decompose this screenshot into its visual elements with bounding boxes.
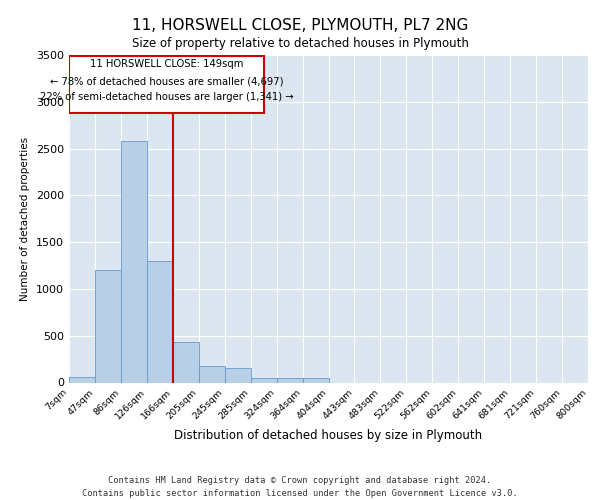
FancyBboxPatch shape (69, 56, 263, 113)
Y-axis label: Number of detached properties: Number of detached properties (20, 136, 31, 301)
Bar (277, 378, 302, 382)
Bar (95, 270, 121, 382)
Bar (173, 342, 199, 382)
Text: 22% of semi-detached houses are larger (1,341) →: 22% of semi-detached houses are larger (… (40, 92, 293, 102)
Bar (69, 378, 95, 382)
Bar (147, 261, 173, 382)
Text: 11, HORSWELL CLOSE, PLYMOUTH, PL7 2NG: 11, HORSWELL CLOSE, PLYMOUTH, PL7 2NG (132, 18, 468, 32)
Bar (121, 141, 147, 382)
Bar (224, 368, 251, 382)
Text: ← 78% of detached houses are smaller (4,697): ← 78% of detached houses are smaller (4,… (50, 76, 283, 86)
Bar (199, 366, 224, 382)
X-axis label: Distribution of detached houses by size in Plymouth: Distribution of detached houses by size … (175, 429, 482, 442)
Text: 11 HORSWELL CLOSE: 149sqm: 11 HORSWELL CLOSE: 149sqm (89, 60, 243, 70)
Bar (302, 378, 329, 382)
Text: Size of property relative to detached houses in Plymouth: Size of property relative to detached ho… (131, 38, 469, 51)
Bar (251, 378, 277, 382)
Text: Contains HM Land Registry data © Crown copyright and database right 2024.
Contai: Contains HM Land Registry data © Crown c… (82, 476, 518, 498)
